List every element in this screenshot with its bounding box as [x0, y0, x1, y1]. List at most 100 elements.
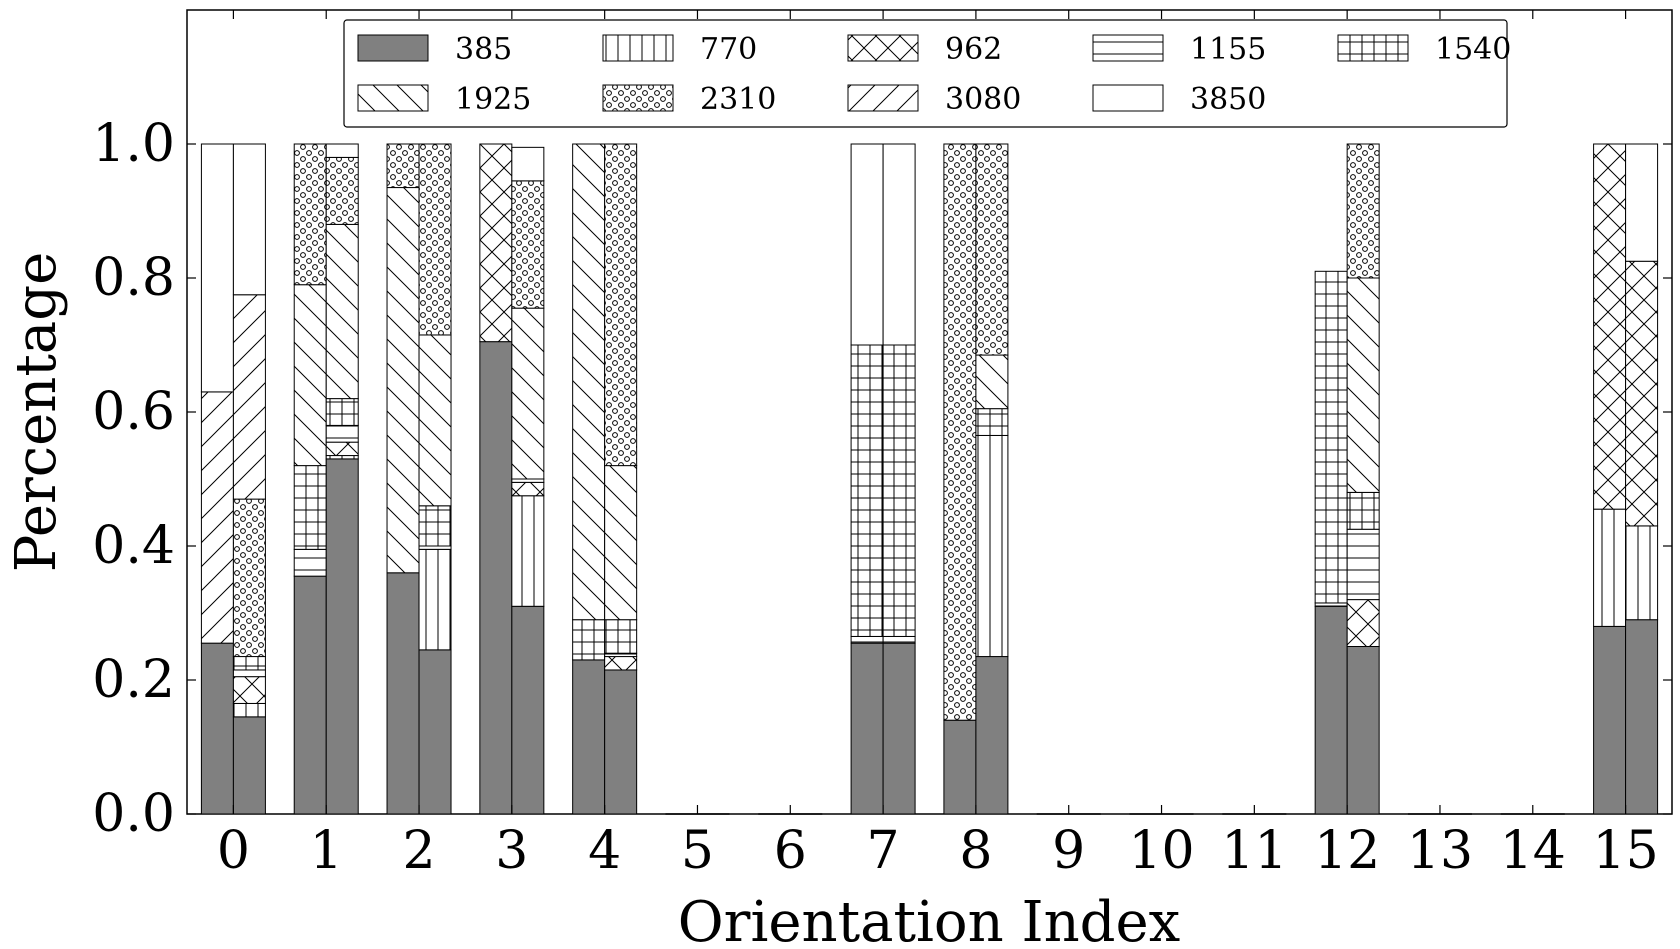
x-tick-label: 5 [681, 821, 714, 881]
y-tick-label: 0.6 [92, 382, 175, 442]
bar-segment-385 [293, 575, 327, 815]
x-tick-label: 10 [1128, 821, 1194, 881]
bar-segment-1540 [850, 344, 884, 637]
bar-segment-1540 [418, 505, 452, 547]
legend: 385 770 962 1155 1540 1925 2310 3080 3850 [343, 19, 1511, 128]
y-tick-label: 0.4 [92, 516, 175, 576]
bar-segment-962 [511, 481, 545, 497]
bar-segment-770 [418, 548, 452, 651]
bar-segment-385 [975, 656, 1009, 815]
bar-segment-1155 [418, 545, 452, 550]
bar-segment-770 [975, 434, 1009, 658]
bar-segment-2310 [418, 143, 452, 336]
legend-swatch-1155 [1092, 34, 1164, 62]
bar-segment-2310 [386, 143, 420, 189]
bar-segment-2310 [975, 143, 1009, 356]
bar-segment-962 [1593, 143, 1627, 510]
bar-segment-1540 [975, 408, 1009, 436]
bar-segment-2310 [1346, 143, 1380, 279]
bar-segment-1155 [1314, 602, 1348, 607]
legend-swatch-770 [602, 34, 674, 62]
bar-segment-1155 [293, 548, 327, 577]
bar-segment-962 [1625, 260, 1659, 527]
x-tick-label: 1 [310, 821, 343, 881]
bar-segment-385 [882, 642, 916, 815]
legend-label: 3080 [945, 82, 1021, 117]
bar-segment-385 [1346, 646, 1380, 815]
bar-segment-1540 [293, 465, 327, 550]
x-axis-title: Orientation Index [678, 890, 1180, 949]
bar-segment-1925 [511, 307, 545, 480]
bar-segment-385 [943, 719, 977, 815]
bar-segment-3850 [850, 143, 884, 346]
bar-segment-385 [200, 642, 234, 815]
legend-label: 2310 [700, 82, 776, 117]
bar-segment-1925 [418, 334, 452, 507]
ticks-layer: 0.00.20.40.60.81.00 1 2 3 4 5 6 7 8 9 10 11 12 13 14 15 [92, 10, 1672, 881]
bar-segment-1540 [1314, 270, 1348, 604]
bar-segment-1540 [232, 656, 266, 671]
bar-segment-1540 [604, 619, 638, 654]
bar-segment-3080 [232, 294, 266, 500]
bar-segment-2310 [325, 156, 359, 225]
legend-label: 962 [945, 32, 1002, 67]
bar-segment-770 [232, 702, 266, 718]
bar-segment-3850 [1625, 143, 1659, 262]
legend-label: 1155 [1190, 32, 1266, 67]
bar-segment-770 [1593, 508, 1627, 627]
x-tick-label: 2 [402, 821, 435, 881]
bar-segment-1925 [572, 143, 606, 621]
legend-swatch-2310 [602, 84, 674, 112]
bar-segment-385 [418, 649, 452, 815]
y-tick-label: 0.0 [92, 784, 175, 844]
bar-segment-385 [1314, 605, 1348, 815]
x-tick-label: 8 [959, 821, 992, 881]
bar-segment-385 [232, 716, 266, 815]
bar-segment-2310 [943, 143, 977, 721]
bar-segment-385 [386, 572, 420, 815]
x-tick-label: 3 [495, 821, 528, 881]
legend-swatch-385 [357, 34, 429, 62]
bar-segment-385 [604, 669, 638, 815]
bar-segment-3080 [200, 391, 234, 644]
bar-segment-1155 [604, 652, 638, 658]
bar-segment-2310 [511, 180, 545, 309]
legend-label: 770 [700, 32, 757, 67]
bar-segment-1540 [882, 344, 916, 637]
bar-segment-3850 [882, 143, 916, 346]
bar-segment-385 [850, 642, 884, 815]
bar-segment-1540 [572, 619, 606, 661]
legend-label: 385 [455, 32, 512, 67]
bar-segment-1155 [511, 478, 545, 483]
bar-segment-1540 [1346, 491, 1380, 530]
bar-segment-385 [1625, 619, 1659, 815]
legend-swatch-3080 [847, 84, 919, 112]
legend-label: 1540 [1435, 32, 1511, 67]
x-tick-label: 4 [588, 821, 621, 881]
x-tick-label: 9 [1052, 821, 1085, 881]
legend-swatch-1925 [357, 84, 429, 112]
bar-segment-2310 [232, 498, 266, 658]
bar-segment-962 [479, 143, 513, 343]
y-tick-label: 0.2 [92, 650, 175, 710]
bar-segment-770 [325, 455, 359, 460]
x-tick-label: 13 [1407, 821, 1473, 881]
bar-segment-962 [325, 441, 359, 457]
bar-segment-1155 [850, 635, 884, 644]
legend-swatch-3850 [1092, 84, 1164, 112]
y-axis-title: Percentage [4, 252, 69, 573]
bar-segment-1155 [232, 669, 266, 678]
y-tick-label: 1.0 [92, 114, 175, 174]
bar-segment-770 [1625, 525, 1659, 621]
legend-swatch-1540 [1337, 34, 1409, 62]
legend-swatch-962 [847, 34, 919, 62]
x-tick-label: 0 [217, 821, 250, 881]
bar-segment-962 [1346, 599, 1380, 647]
x-tick-label: 12 [1314, 821, 1380, 881]
bar-segment-3850 [200, 143, 234, 393]
bar-segment-3850 [232, 143, 266, 296]
bar-segment-1155 [1346, 528, 1380, 601]
bar-segment-385 [572, 659, 606, 815]
x-tick-label: 6 [774, 821, 807, 881]
